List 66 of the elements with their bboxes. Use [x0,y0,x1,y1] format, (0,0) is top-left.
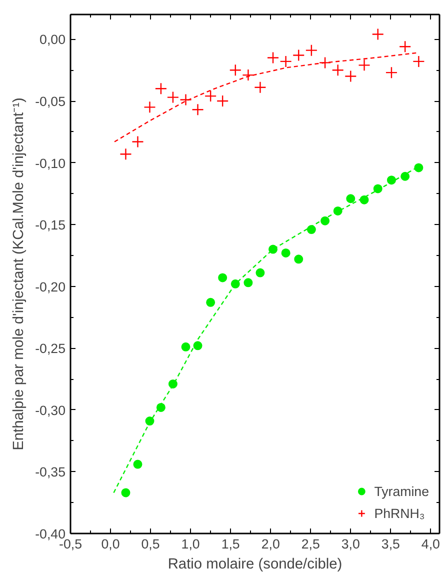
x-tick-label: 1,5 [221,536,240,552]
point [154,82,168,95]
point [400,172,410,181]
legend-label: PhRNH₃ [374,506,425,520]
point [373,184,382,194]
point [346,194,356,204]
point [306,225,316,234]
point [332,64,344,76]
point [181,342,190,352]
legend-label: Tyramine [374,484,429,498]
y-tick-label: -0,40 [35,526,66,542]
point [206,298,216,307]
point [244,278,253,288]
y-tick-label: -0,05 [35,94,66,109]
point [412,55,425,68]
y-tick-label: -0,25 [35,341,66,356]
point [133,460,142,469]
point [292,49,305,62]
y-tick-label: -0,20 [35,279,66,294]
x-axis-title: Ratio molaire (sonde/cible) [168,556,342,572]
point [145,416,154,426]
point [358,59,370,72]
point [281,248,290,258]
point [320,216,330,226]
x-tick-label: 1,0 [181,536,200,552]
y-tick-label: 0,00 [40,32,66,48]
x-tick-label: 0,0 [101,536,120,552]
point [144,101,156,114]
point [192,104,204,116]
point [254,81,266,94]
x-tick-label: 3,5 [381,536,400,552]
point [294,254,304,264]
y-axis-title: Enthalpie par mole d'injectant (KCal.Mole d'injectant⁻¹) [11,98,28,450]
x-tick-label: 0,5 [141,536,160,552]
x-tick-label: 3,0 [341,536,360,552]
point [242,68,254,82]
point [280,55,292,68]
point [193,341,202,350]
point [372,28,384,40]
point [180,94,192,106]
point [204,90,217,102]
y-tick-label: -0,10 [35,156,66,171]
point [344,70,357,82]
point [218,273,228,282]
point [216,94,229,108]
y-tick-label: -0,15 [35,218,66,233]
point [229,64,242,76]
point [230,279,240,288]
point [266,52,280,64]
point [385,66,398,79]
point [318,56,332,69]
x-tick-label: 4,0 [421,536,440,552]
y-tick-label: -0,30 [35,402,66,418]
x-tick-label: 2,0 [261,536,280,552]
point [120,148,132,160]
point [360,195,369,204]
point [121,488,130,498]
y-tick-label: -0,35 [35,464,66,480]
point [256,268,265,278]
point [386,176,396,185]
point [305,44,318,56]
point [166,91,180,104]
x-tick-label: 2,5 [301,536,320,552]
point [132,136,144,148]
point [414,163,424,172]
point [398,40,412,53]
